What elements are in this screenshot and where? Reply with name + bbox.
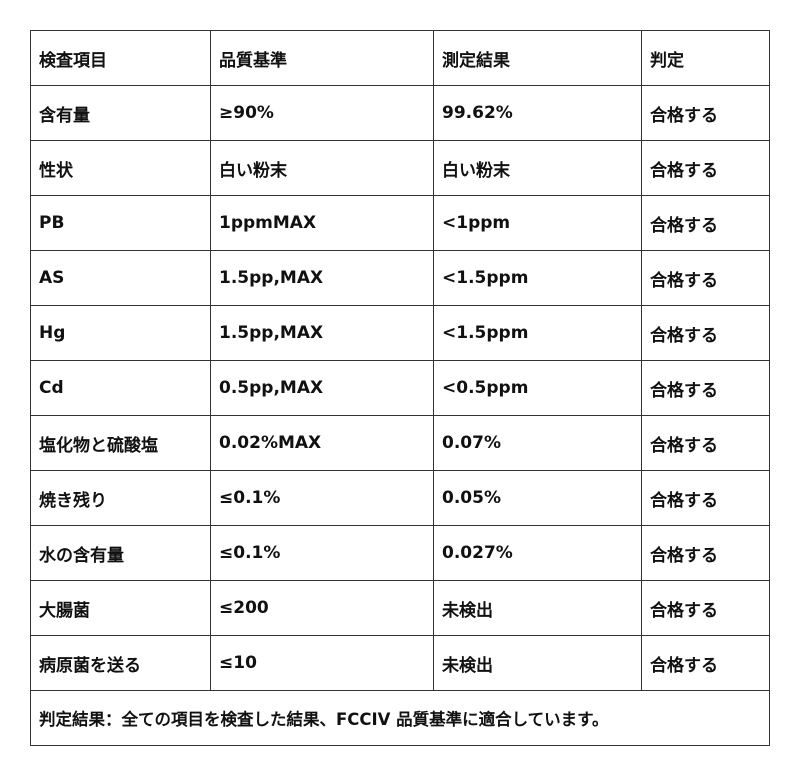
cell-item: Cd — [30, 360, 211, 416]
cell-item: 性状 — [30, 140, 211, 196]
table-row: Hg 1.5pp,MAX <1.5ppm 合格する — [30, 305, 770, 361]
table-row: 大腸菌 ≤200 未検出 合格する — [30, 580, 770, 636]
cell-judgement: 合格する — [641, 525, 770, 581]
cell-standard: ≤0.1% — [210, 470, 434, 526]
cell-standard: ≤10 — [210, 635, 434, 691]
table-row: 病原菌を送る ≤10 未検出 合格する — [30, 635, 770, 691]
cell-result: 白い粉末 — [433, 140, 642, 196]
table-row: 焼き残り ≤0.1% 0.05% 合格する — [30, 470, 770, 526]
table-row: 含有量 ≥90% 99.62% 合格する — [30, 85, 770, 141]
cell-judgement: 合格する — [641, 305, 770, 361]
cell-result: <1.5ppm — [433, 305, 642, 361]
table-row: 水の含有量 ≤0.1% 0.027% 合格する — [30, 525, 770, 581]
inspection-results-table: 検査項目 品質基準 測定結果 判定 含有量 ≥90% 99.62% 合格する 性状 白い粉… — [30, 30, 770, 746]
judgement-summary: 判定結果：全ての項目を検査した結果、FCCIV 品質基準に適合しています。 — [30, 690, 770, 746]
cell-item: 含有量 — [30, 85, 211, 141]
cell-judgement: 合格する — [641, 635, 770, 691]
cell-item: 水の含有量 — [30, 525, 211, 581]
cell-item: 病原菌を送る — [30, 635, 211, 691]
table-row: 塩化物と硫酸塩 0.02%MAX 0.07% 合格する — [30, 415, 770, 471]
cell-result: 未検出 — [433, 580, 642, 636]
cell-result: 未検出 — [433, 635, 642, 691]
cell-result: 0.05% — [433, 470, 642, 526]
cell-item: Hg — [30, 305, 211, 361]
cell-item: 大腸菌 — [30, 580, 211, 636]
header-row: 検査項目 品質基準 測定結果 判定 — [30, 30, 770, 86]
cell-result: <1.5ppm — [433, 250, 642, 306]
cell-standard: ≥90% — [210, 85, 434, 141]
cell-standard: ≤0.1% — [210, 525, 434, 581]
cell-judgement: 合格する — [641, 140, 770, 196]
header-cell-standard: 品質基準 — [210, 30, 434, 86]
cell-standard: 0.02%MAX — [210, 415, 434, 471]
header-cell-judgement: 判定 — [641, 30, 770, 86]
cell-standard: 0.5pp,MAX — [210, 360, 434, 416]
table-row: AS 1.5pp,MAX <1.5ppm 合格する — [30, 250, 770, 306]
cell-standard: 1ppmMAX — [210, 195, 434, 251]
header-cell-result: 測定結果 — [433, 30, 642, 86]
cell-judgement: 合格する — [641, 580, 770, 636]
cell-item: PB — [30, 195, 211, 251]
cell-standard: 1.5pp,MAX — [210, 305, 434, 361]
footer-row: 判定結果：全ての項目を検査した結果、FCCIV 品質基準に適合しています。 — [30, 690, 770, 746]
table-row: Cd 0.5pp,MAX <0.5ppm 合格する — [30, 360, 770, 416]
table-row: PB 1ppmMAX <1ppm 合格する — [30, 195, 770, 251]
cell-standard: ≤200 — [210, 580, 434, 636]
cell-item: 塩化物と硫酸塩 — [30, 415, 211, 471]
cell-judgement: 合格する — [641, 195, 770, 251]
cell-result: <1ppm — [433, 195, 642, 251]
cell-judgement: 合格する — [641, 85, 770, 141]
cell-item: AS — [30, 250, 211, 306]
cell-result: 0.027% — [433, 525, 642, 581]
cell-standard: 白い粉末 — [210, 140, 434, 196]
header-cell-item: 検査項目 — [30, 30, 211, 86]
cell-item: 焼き残り — [30, 470, 211, 526]
cell-judgement: 合格する — [641, 470, 770, 526]
cell-judgement: 合格する — [641, 415, 770, 471]
table-row: 性状 白い粉末 白い粉末 合格する — [30, 140, 770, 196]
cell-result: <0.5ppm — [433, 360, 642, 416]
cell-judgement: 合格する — [641, 250, 770, 306]
cell-result: 0.07% — [433, 415, 642, 471]
cell-result: 99.62% — [433, 85, 642, 141]
cell-judgement: 合格する — [641, 360, 770, 416]
cell-standard: 1.5pp,MAX — [210, 250, 434, 306]
